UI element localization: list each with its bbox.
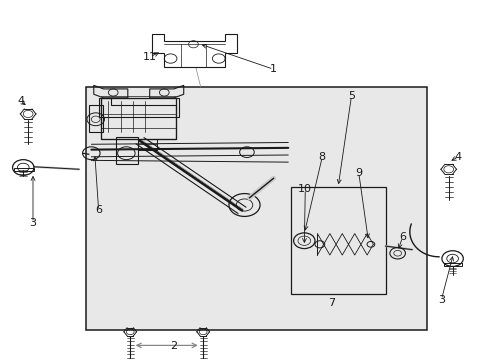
Text: 6: 6 [398, 232, 405, 242]
Text: 2: 2 [170, 341, 177, 351]
Text: 3: 3 [29, 218, 37, 228]
Bar [89, 105, 102, 132]
Text: 8: 8 [318, 152, 325, 162]
Bar [290, 187, 385, 294]
Bar [14, 168, 34, 171]
Bar [99, 98, 179, 117]
Text: 5: 5 [347, 91, 354, 101]
Text: 10: 10 [298, 184, 312, 194]
Text: 9: 9 [354, 168, 362, 178]
Bar [116, 137, 137, 164]
Bar [443, 263, 461, 266]
Bar [86, 87, 426, 330]
Text: 4: 4 [454, 152, 461, 162]
Text: 7: 7 [328, 298, 335, 308]
Text: 4: 4 [17, 96, 24, 107]
Text: 11: 11 [142, 52, 156, 62]
Text: 1: 1 [270, 64, 277, 74]
Text: 3: 3 [437, 295, 444, 305]
Bar [101, 98, 176, 139]
Bar [137, 139, 157, 150]
Text: 6: 6 [95, 205, 102, 215]
